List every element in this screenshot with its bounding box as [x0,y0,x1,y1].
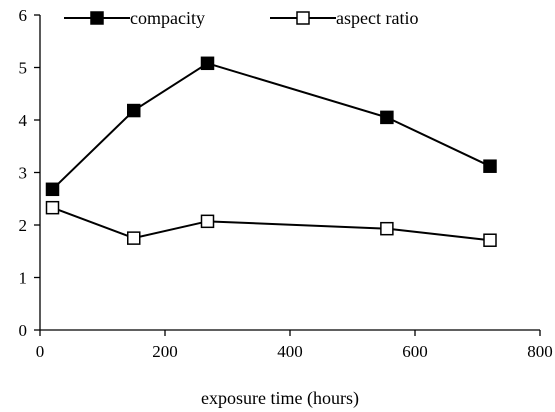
legend-label-0: compacity [130,8,205,28]
x-axis-title: exposure time (hours) [201,388,359,409]
x-tick-label: 800 [527,342,553,361]
data-point-0-1 [127,103,141,118]
x-tick-label: 400 [277,342,303,361]
y-tick-label: 6 [19,6,28,25]
x-tick-label: 0 [36,342,45,361]
y-tick-label: 2 [19,216,28,235]
data-point-1-0 [45,200,60,215]
data-point-0-3 [380,110,394,125]
axes [39,15,540,331]
y-tick-label: 5 [19,59,28,78]
legend-marker-0 [90,11,104,25]
data-point-1-3 [380,221,394,236]
legend: compacity aspect ratio [64,8,418,28]
data-point-1-4 [483,233,497,247]
data-point-0-2 [200,56,215,71]
data-point-0-4 [483,159,497,173]
x-tick-label: 600 [402,342,428,361]
y-tick-label: 4 [19,111,28,130]
y-tick-label: 0 [19,321,28,340]
y-tick-label: 1 [19,269,28,288]
series-lines [51,62,491,242]
y-tick-label: 3 [19,164,28,183]
legend-label-1: aspect ratio [336,8,418,28]
data-point-1-1 [127,231,141,245]
legend-marker-1 [296,11,310,25]
y-axis-ticks: 0 1 2 3 4 5 6 [19,6,40,340]
data-markers [45,56,497,247]
data-point-0-0 [45,182,60,197]
x-tick-label: 200 [152,342,178,361]
series-line-0 [51,62,491,191]
series-line-1 [52,206,491,242]
x-axis-ticks: 0 200 400 600 800 [36,330,553,361]
data-point-1-2 [200,214,215,229]
